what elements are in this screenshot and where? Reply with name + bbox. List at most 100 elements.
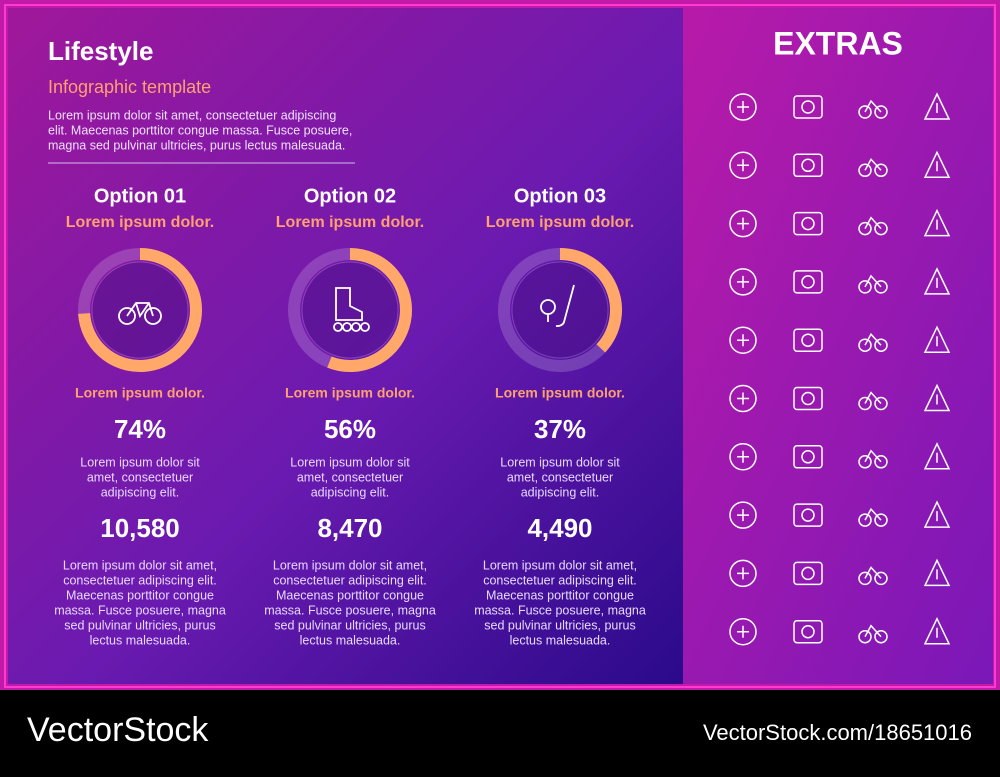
subtitle: Infographic template [48,77,211,97]
option-caption: Lorem ipsum dolor. [285,385,415,401]
option-title: Option 03 [514,185,606,207]
extra-icon [858,449,888,469]
option-desc: Lorem ipsum dolor sit [290,455,410,469]
extra-icon [729,268,757,296]
option-icon [540,284,575,327]
extra-icon [923,267,951,295]
option-text: Lorem ipsum dolor sit amet, [273,558,427,572]
option-text: sed pulvinar ultricies, purus [274,618,425,632]
extra-icon [793,503,823,527]
percent-label: 56% [324,414,376,444]
option-text: consectetuer adipiscing elit. [483,573,637,587]
intro-line: magna sed pulvinar ultricies, purus lect… [48,138,345,152]
option-desc: adipiscing elit. [521,485,600,499]
footer-brand: VectorStock [27,711,209,749]
extra-icon [793,211,823,236]
extra-icon [793,328,823,352]
extra-icon [793,270,823,294]
option-desc: adipiscing elit. [101,485,180,499]
option-text: lectus malesuada. [90,633,191,647]
option-icon [118,302,162,325]
extra-icon [793,153,823,178]
option-caption: Lorem ipsum dolor. [495,385,625,401]
extra-icon [923,383,951,412]
extra-icon [923,92,951,120]
extra-icon [729,501,757,529]
donut-inner [91,261,189,359]
extra-icon [923,442,951,470]
option-text: Maecenas porttitor congue [486,588,634,602]
option-text: consectetuer adipiscing elit. [273,573,427,587]
option-subtitle: Lorem ipsum dolor. [486,214,634,231]
percent-label: 37% [534,414,586,444]
extra-icon [793,561,823,586]
option-icon [333,287,370,332]
donut-inner [511,261,609,359]
extra-icon [729,559,757,588]
option-text: massa. Fusce posuere, magna [474,603,646,617]
donut-arc [78,248,202,372]
donut-arc [327,248,412,372]
extra-icon [729,384,757,413]
extra-icon [923,208,951,237]
extra-icon [729,93,757,121]
option-desc: amet, consectetuer [507,470,613,484]
extra-icon [793,386,823,411]
left-panel [8,8,683,684]
intro-line: Lorem ipsum dolor sit amet, consectetuer… [48,108,336,122]
extra-icon [858,566,888,586]
option-title: Option 02 [304,185,396,207]
option-text: sed pulvinar ultricies, purus [64,618,215,632]
donut-arc [559,248,622,353]
option-desc: amet, consectetuer [297,470,403,484]
donut-inner [301,261,399,359]
extras-title: EXTRAS [773,25,903,61]
extra-icon [858,507,888,527]
extra-icon [858,391,888,411]
option-desc: Lorem ipsum dolor sit [80,455,200,469]
title: Lifestyle [48,36,154,66]
option-subtitle: Lorem ipsum dolor. [276,214,424,231]
option-text: Lorem ipsum dolor sit amet, [483,558,637,572]
extra-icon [729,326,757,354]
option-text: lectus malesuada. [300,633,401,647]
extra-icon [858,216,888,236]
option-text: Maecenas porttitor congue [66,588,214,602]
option-caption: Lorem ipsum dolor. [75,385,205,401]
extra-icon [923,325,951,353]
extra-icon [923,150,951,179]
footer-id: VectorStock.com/18651016 [703,720,972,745]
extra-icon [923,558,951,587]
option-desc: amet, consectetuer [87,470,193,484]
extra-icon [858,332,888,352]
option-text: sed pulvinar ultricies, purus [484,618,635,632]
intro-line: elit. Maecenas porttitor congue massa. F… [48,123,352,137]
option-text: lectus malesuada. [510,633,611,647]
extra-icon [729,617,757,646]
option-text: Maecenas porttitor congue [276,588,424,602]
extra-icon [858,158,888,178]
extra-icon [923,616,951,645]
extra-icon [858,624,888,644]
option-count: 10,580 [100,513,180,543]
option-title: Option 01 [94,185,186,207]
option-text: consectetuer adipiscing elit. [63,573,217,587]
option-count: 4,490 [527,513,592,543]
extra-icon [793,95,823,119]
footer-bg [0,690,1000,772]
option-desc: adipiscing elit. [311,485,390,499]
option-subtitle: Lorem ipsum dolor. [66,214,214,231]
option-text: massa. Fusce posuere, magna [54,603,226,617]
option-text: Lorem ipsum dolor sit amet, [63,558,217,572]
right-panel [683,8,993,684]
extra-icon [793,445,823,469]
extra-icon [729,151,757,180]
extra-icon [729,443,757,471]
extra-icon [923,500,951,528]
extra-icon [858,274,888,294]
frame [4,4,996,688]
extra-icon [793,619,823,644]
option-desc: Lorem ipsum dolor sit [500,455,620,469]
